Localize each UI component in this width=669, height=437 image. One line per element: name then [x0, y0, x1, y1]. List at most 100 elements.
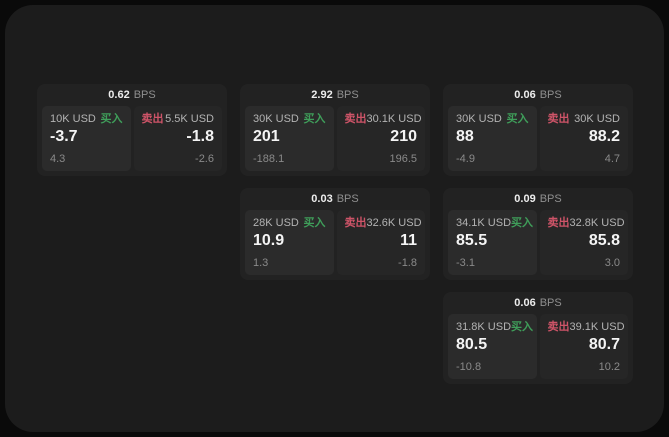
- buy-label: 买入: [303, 217, 326, 229]
- app-window: 0.62 BPS 10K USD 买入 -3.7 4.3 卖出 5.5K USD…: [5, 5, 664, 432]
- buy-label: 买入: [506, 113, 529, 125]
- sell-delta-value: 4.7: [604, 153, 620, 165]
- buy-sell-panels: 28K USD 买入 10.9 1.3 卖出 32.6K USD 11 -1.8: [245, 210, 425, 275]
- sell-price-value: 88.2: [588, 128, 620, 145]
- buy-label: 买入: [303, 113, 326, 125]
- buy-panel-top: 28K USD 买入: [253, 217, 326, 229]
- sell-size-label: 32.8K USD: [569, 217, 625, 229]
- sell-price-value: -1.8: [186, 128, 214, 145]
- sell-panel[interactable]: 卖出 39.1K USD 80.7 10.2: [539, 314, 628, 379]
- bps-value: 0.06: [514, 296, 536, 309]
- sell-label: 卖出: [547, 321, 570, 333]
- buy-price-value: 85.5: [456, 232, 488, 249]
- buy-size-label: 30K USD: [456, 113, 502, 125]
- sell-delta-value: 3.0: [604, 257, 620, 269]
- buy-label: 买入: [511, 217, 534, 229]
- bps-value: 0.62: [108, 88, 130, 101]
- buy-price-value: -3.7: [50, 128, 78, 145]
- buy-label: 买入: [511, 321, 534, 333]
- sell-panel[interactable]: 卖出 32.8K USD 85.8 3.0: [539, 210, 628, 275]
- bps-value: 0.06: [514, 88, 536, 101]
- buy-panel-top: 10K USD 买入: [50, 113, 123, 125]
- bps-unit: BPS: [539, 88, 562, 101]
- sell-label: 卖出: [547, 217, 570, 229]
- sell-panel[interactable]: 卖出 5.5K USD -1.8 -2.6: [133, 106, 222, 171]
- buy-panel[interactable]: 31.8K USD 买入 80.5 -10.8: [448, 314, 537, 379]
- bps-value: 0.09: [514, 192, 536, 205]
- buy-price-value: 80.5: [456, 336, 488, 353]
- card-bps-header: 0.62 BPS: [42, 84, 222, 106]
- sell-panel-top: 卖出 30.1K USD: [344, 113, 422, 125]
- buy-panel[interactable]: 28K USD 买入 10.9 1.3: [245, 210, 334, 275]
- buy-delta-value: 1.3: [253, 257, 269, 269]
- sell-panel-top: 卖出 5.5K USD: [142, 113, 215, 125]
- buy-delta-value: -188.1: [253, 153, 285, 165]
- buy-delta-value: -10.8: [456, 361, 482, 373]
- sell-panel-top: 卖出 30K USD: [548, 113, 621, 125]
- buy-size-label: 34.1K USD: [456, 217, 512, 229]
- card-bps-header: 0.06 BPS: [448, 84, 628, 106]
- sell-label: 卖出: [547, 113, 570, 125]
- sell-label: 卖出: [344, 113, 367, 125]
- quote-card: 0.09 BPS 34.1K USD 买入 85.5 -3.1 卖出 32.8K…: [443, 188, 633, 280]
- sell-price-value: 11: [400, 232, 417, 249]
- buy-delta-value: -3.1: [456, 257, 475, 269]
- bps-unit: BPS: [539, 296, 562, 309]
- buy-sell-panels: 31.8K USD 买入 80.5 -10.8 卖出 39.1K USD 80.…: [448, 314, 628, 379]
- bps-unit: BPS: [133, 88, 156, 101]
- sell-delta-value: -2.6: [195, 153, 214, 165]
- sell-size-label: 30K USD: [574, 113, 620, 125]
- sell-size-label: 30.1K USD: [366, 113, 422, 125]
- buy-panel[interactable]: 34.1K USD 买入 85.5 -3.1: [448, 210, 537, 275]
- buy-panel-top: 34.1K USD 买入: [456, 217, 533, 229]
- buy-sell-panels: 30K USD 买入 88 -4.9 卖出 30K USD 88.2 4.7: [448, 106, 628, 171]
- card-bps-header: 0.09 BPS: [448, 188, 628, 210]
- buy-panel-top: 31.8K USD 买入: [456, 321, 533, 333]
- card-bps-header: 2.92 BPS: [245, 84, 425, 106]
- buy-panel[interactable]: 10K USD 买入 -3.7 4.3: [42, 106, 131, 171]
- buy-size-label: 30K USD: [253, 113, 299, 125]
- quote-card: 0.03 BPS 28K USD 买入 10.9 1.3 卖出 32.6K US…: [240, 188, 430, 280]
- buy-sell-panels: 30K USD 买入 201 -188.1 卖出 30.1K USD 210 1…: [245, 106, 425, 171]
- card-bps-header: 0.06 BPS: [448, 292, 628, 314]
- buy-price-value: 88: [456, 128, 474, 145]
- sell-price-value: 85.8: [588, 232, 620, 249]
- sell-size-label: 5.5K USD: [165, 113, 214, 125]
- buy-label: 买入: [100, 113, 123, 125]
- buy-panel-top: 30K USD 买入: [253, 113, 326, 125]
- buy-panel[interactable]: 30K USD 买入 88 -4.9: [448, 106, 537, 171]
- bps-unit: BPS: [336, 88, 359, 101]
- buy-price-value: 201: [253, 128, 280, 145]
- sell-label: 卖出: [141, 113, 164, 125]
- sell-panel[interactable]: 卖出 32.6K USD 11 -1.8: [336, 210, 425, 275]
- buy-size-label: 10K USD: [50, 113, 96, 125]
- cards-grid: 0.62 BPS 10K USD 买入 -3.7 4.3 卖出 5.5K USD…: [37, 84, 633, 384]
- buy-panel-top: 30K USD 买入: [456, 113, 529, 125]
- quote-card: 0.06 BPS 30K USD 买入 88 -4.9 卖出 30K USD 8…: [443, 84, 633, 176]
- buy-panel[interactable]: 30K USD 买入 201 -188.1: [245, 106, 334, 171]
- buy-price-value: 10.9: [253, 232, 285, 249]
- card-bps-header: 0.03 BPS: [245, 188, 425, 210]
- buy-delta-value: 4.3: [50, 153, 66, 165]
- quote-card: 0.06 BPS 31.8K USD 买入 80.5 -10.8 卖出 39.1…: [443, 292, 633, 384]
- sell-panel-top: 卖出 32.6K USD: [344, 217, 422, 229]
- sell-size-label: 39.1K USD: [569, 321, 625, 333]
- sell-panel[interactable]: 卖出 30.1K USD 210 196.5: [336, 106, 425, 171]
- quote-card: 0.62 BPS 10K USD 买入 -3.7 4.3 卖出 5.5K USD…: [37, 84, 227, 176]
- sell-price-value: 210: [390, 128, 417, 145]
- sell-panel-top: 卖出 39.1K USD: [547, 321, 625, 333]
- bps-unit: BPS: [539, 192, 562, 205]
- sell-size-label: 32.6K USD: [366, 217, 422, 229]
- buy-sell-panels: 10K USD 买入 -3.7 4.3 卖出 5.5K USD -1.8 -2.…: [42, 106, 222, 171]
- sell-delta-value: -1.8: [398, 257, 417, 269]
- sell-delta-value: 196.5: [389, 153, 417, 165]
- bps-unit: BPS: [336, 192, 359, 205]
- buy-delta-value: -4.9: [456, 153, 475, 165]
- sell-price-value: 80.7: [588, 336, 620, 353]
- sell-label: 卖出: [344, 217, 367, 229]
- buy-sell-panels: 34.1K USD 买入 85.5 -3.1 卖出 32.8K USD 85.8…: [448, 210, 628, 275]
- sell-panel[interactable]: 卖出 30K USD 88.2 4.7: [539, 106, 628, 171]
- bps-value: 0.03: [311, 192, 333, 205]
- bps-value: 2.92: [311, 88, 333, 101]
- buy-size-label: 28K USD: [253, 217, 299, 229]
